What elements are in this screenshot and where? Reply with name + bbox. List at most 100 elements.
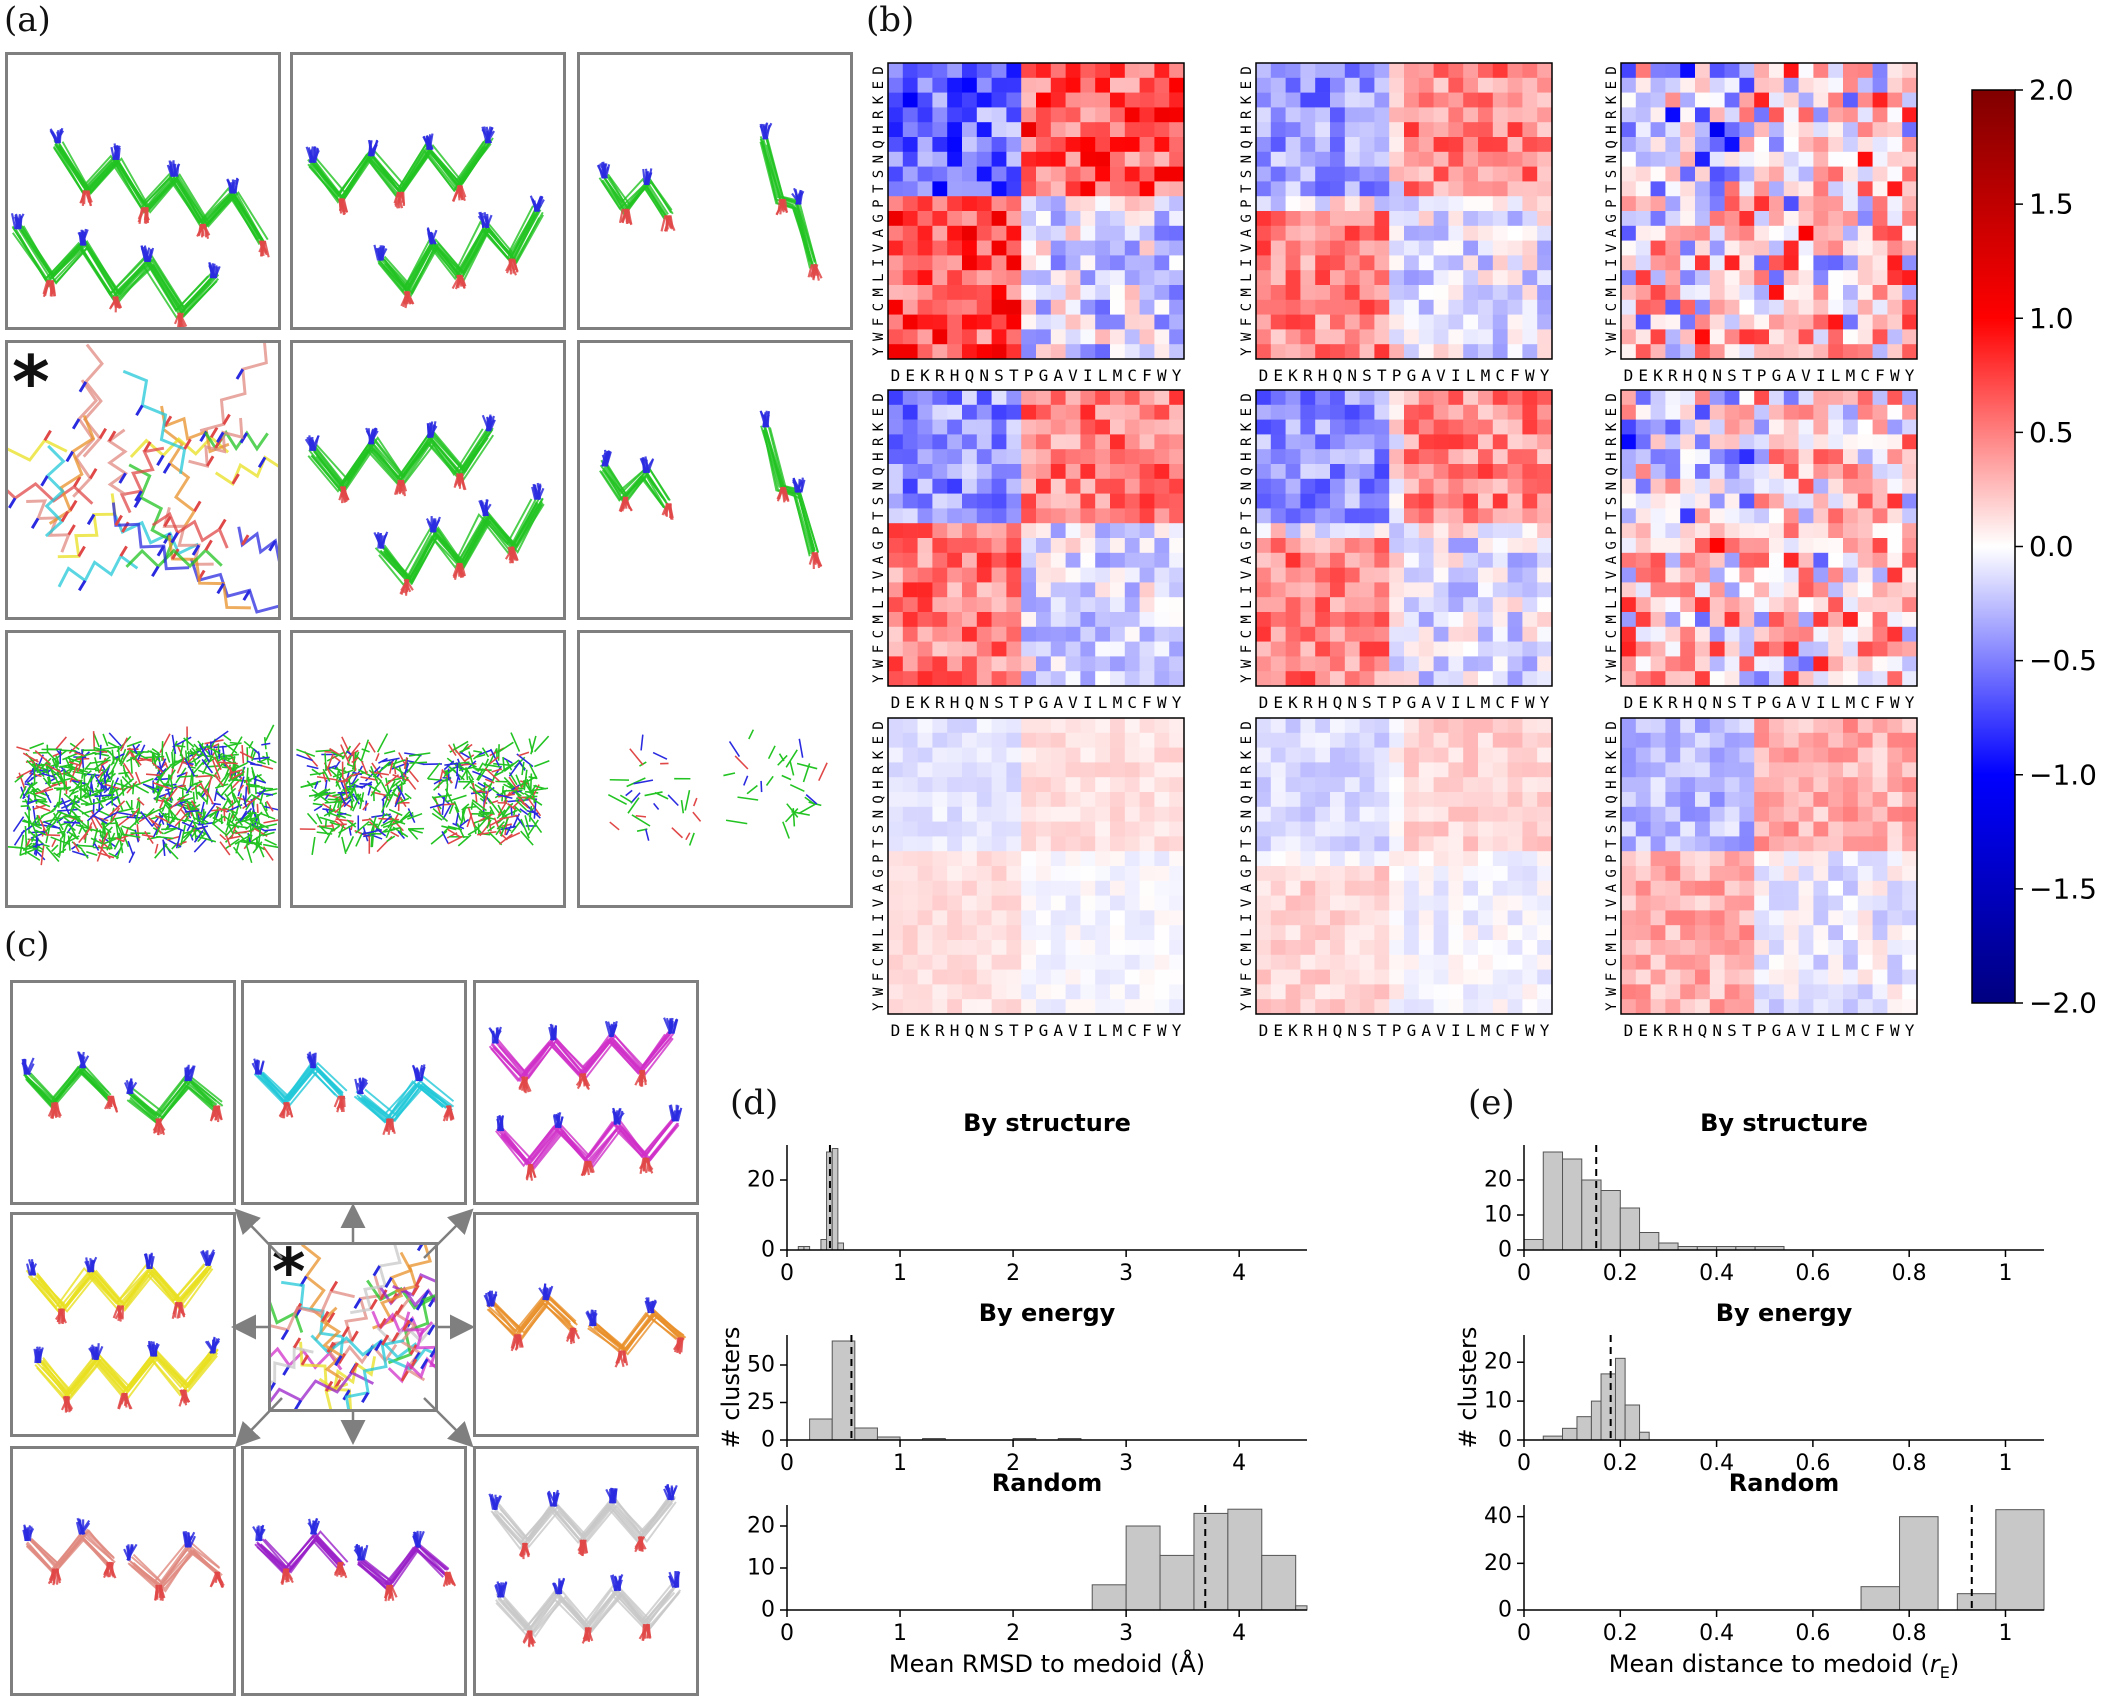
heatmap-cell bbox=[1050, 910, 1066, 926]
heatmap-cell bbox=[1065, 255, 1081, 271]
heatmap-cell bbox=[976, 954, 992, 970]
heatmap-cell bbox=[917, 747, 933, 763]
heatmap-cell bbox=[1359, 107, 1375, 123]
heatmap-ytick-label: Q bbox=[871, 467, 887, 475]
heatmap-cell bbox=[1110, 523, 1126, 539]
heatmap-cell bbox=[1754, 478, 1770, 494]
heatmap-cell bbox=[1798, 225, 1814, 241]
heatmap-cell bbox=[1902, 77, 1918, 93]
heatmap-cell bbox=[1522, 866, 1538, 882]
heatmap-cell bbox=[1315, 508, 1331, 524]
heatmap-cell bbox=[1724, 597, 1740, 613]
heatmap-cell bbox=[1478, 940, 1494, 956]
heatmap-cell bbox=[976, 151, 992, 167]
heatmap-cell bbox=[1507, 449, 1523, 465]
heatmap-cell bbox=[1080, 969, 1096, 985]
heatmap-cell bbox=[1650, 732, 1666, 748]
heatmap-cell bbox=[1665, 493, 1681, 509]
heatmap-cell bbox=[1080, 464, 1096, 480]
heatmap-cell bbox=[1522, 925, 1538, 941]
heatmap-cell bbox=[1065, 508, 1081, 524]
heatmap-cell bbox=[932, 77, 948, 93]
heatmap-cell bbox=[1006, 523, 1022, 539]
heatmap-cell bbox=[1124, 255, 1140, 271]
heatmap-cell bbox=[1478, 181, 1494, 197]
heatmap-cell bbox=[932, 523, 948, 539]
heatmap-cell bbox=[1739, 567, 1755, 583]
heatmap-cell bbox=[1695, 641, 1711, 657]
heatmap-cell bbox=[1754, 344, 1770, 360]
peptide-strand bbox=[49, 127, 270, 258]
heatmap-cell bbox=[1433, 211, 1449, 227]
heatmap-cell bbox=[1813, 299, 1829, 315]
heatmap-cell bbox=[1709, 925, 1725, 941]
heatmap-cell bbox=[932, 567, 948, 583]
heatmap-cell bbox=[1404, 285, 1420, 301]
heatmap-cell bbox=[1872, 984, 1888, 1000]
heatmap-cell bbox=[1522, 122, 1538, 138]
heatmap-cell bbox=[976, 656, 992, 672]
heatmap-cell bbox=[1798, 449, 1814, 465]
heatmap-cell bbox=[1095, 792, 1111, 808]
heatmap-cell bbox=[1783, 777, 1799, 793]
heatmap-cell bbox=[917, 851, 933, 867]
heatmap-cell bbox=[1537, 718, 1553, 734]
heatmap-cell bbox=[1537, 92, 1553, 108]
heatmap-cell bbox=[1154, 656, 1170, 672]
heatmap-cell bbox=[1621, 612, 1637, 628]
heatmap-cell bbox=[1621, 255, 1637, 271]
heatmap-ytick-label: T bbox=[1239, 184, 1255, 193]
heatmap-cell bbox=[1315, 747, 1331, 763]
heatmap-cell bbox=[1080, 747, 1096, 763]
heatmap-cell bbox=[1635, 612, 1651, 628]
heatmap-cell bbox=[1285, 626, 1301, 642]
heatmap-cell bbox=[1739, 107, 1755, 123]
heatmap-cell bbox=[1256, 792, 1272, 808]
heatmap-ytick-label: G bbox=[1604, 869, 1620, 877]
heatmap-cell bbox=[1709, 299, 1725, 315]
heatmap-cell bbox=[1389, 285, 1405, 301]
heatmap-cell bbox=[932, 285, 948, 301]
heatmap-cell bbox=[991, 597, 1007, 613]
heatmap-cell bbox=[1828, 538, 1844, 554]
heatmap-cell bbox=[1492, 999, 1508, 1015]
heatmap-cell bbox=[1418, 940, 1434, 956]
heatmap-cell bbox=[1754, 597, 1770, 613]
heatmap-cell bbox=[1050, 107, 1066, 123]
heatmap-cell bbox=[1635, 419, 1651, 435]
heatmap-cell bbox=[1169, 762, 1185, 778]
heatmap-cell bbox=[902, 508, 918, 524]
heatmap-cell bbox=[962, 77, 978, 93]
heatmap-cell bbox=[917, 925, 933, 941]
heatmap-cell bbox=[1492, 836, 1508, 852]
heatmap-cell bbox=[1006, 434, 1022, 450]
heatmap-cell bbox=[1270, 762, 1286, 778]
heatmap-cell bbox=[991, 181, 1007, 197]
heatmap-cell bbox=[1621, 762, 1637, 778]
heatmap-xtick-label: L bbox=[1098, 693, 1108, 712]
heatmap-cell bbox=[1154, 122, 1170, 138]
heatmap-cell bbox=[1389, 538, 1405, 554]
heatmap-cell bbox=[1050, 151, 1066, 167]
heatmap-cell bbox=[1507, 821, 1523, 837]
heatmap-cell bbox=[1783, 137, 1799, 153]
heatmap-cell bbox=[1537, 77, 1553, 93]
heatmap-cell bbox=[1783, 969, 1799, 985]
heatmap-cell bbox=[1843, 671, 1859, 687]
heatmap-cell bbox=[1006, 151, 1022, 167]
heatmap-cell bbox=[1621, 137, 1637, 153]
heatmap-cell bbox=[1887, 478, 1903, 494]
heatmap-cell bbox=[1724, 671, 1740, 687]
heatmap-cell bbox=[1124, 404, 1140, 420]
heatmap-ytick-label: D bbox=[1604, 721, 1620, 729]
heatmap-cell bbox=[1463, 107, 1479, 123]
heatmap-cell bbox=[1285, 299, 1301, 315]
heatmap-cell bbox=[902, 122, 918, 138]
heatmap-cell bbox=[1065, 597, 1081, 613]
heatmap-cell bbox=[1695, 285, 1711, 301]
heatmap-cell bbox=[991, 984, 1007, 1000]
heatmap-cell bbox=[1783, 866, 1799, 882]
heatmap-cell bbox=[1300, 255, 1316, 271]
heatmap-cell bbox=[1695, 211, 1711, 227]
heatmap-cell bbox=[1739, 419, 1755, 435]
